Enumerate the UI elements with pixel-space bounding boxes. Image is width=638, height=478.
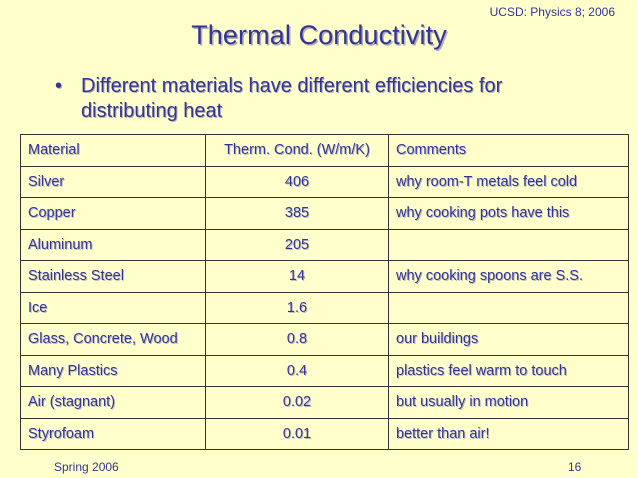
table-header-row: Material Therm. Cond. (W/m/K) Comments <box>20 134 629 167</box>
bullet-point: • Different materials have different eff… <box>55 74 575 124</box>
cell-comment <box>388 228 629 261</box>
cell-comment: why room-T metals feel cold <box>388 165 629 198</box>
cell-conductivity: 0.8 <box>205 323 389 356</box>
page-number: 16 <box>568 460 582 474</box>
table-row: Silver 406 why room-T metals feel cold <box>20 165 629 198</box>
cell-material: Many Plastics <box>20 354 206 387</box>
cell-comment: why cooking pots have this <box>388 197 629 230</box>
cell-material: Glass, Concrete, Wood <box>20 323 206 356</box>
cell-comment: our buildings <box>388 323 629 356</box>
cell-conductivity: 0.02 <box>205 386 389 419</box>
cell-material: Stainless Steel <box>20 260 206 293</box>
cell-material: Air (stagnant) <box>20 386 206 419</box>
header-comments: Comments <box>388 134 629 167</box>
cell-comment <box>388 291 629 324</box>
cell-conductivity: 1.6 <box>205 291 389 324</box>
cell-conductivity: 205 <box>205 228 389 261</box>
slide-title: Thermal Conductivity <box>191 20 447 50</box>
cell-comment: why cooking spoons are S.S. <box>388 260 629 293</box>
cell-conductivity: 14 <box>205 260 389 293</box>
course-header-note: UCSD: Physics 8; 2006 <box>489 5 615 19</box>
table-row: Air (stagnant) 0.02 but usually in motio… <box>20 386 629 419</box>
cell-comment: better than air! <box>388 417 629 450</box>
cell-conductivity: 406 <box>205 165 389 198</box>
bullet-marker: • <box>55 75 63 97</box>
table-row: Ice 1.6 <box>20 291 629 324</box>
table-row: Aluminum 205 <box>20 228 629 261</box>
table-row: Copper 385 why cooking pots have this <box>20 197 629 230</box>
cell-comment: plastics feel warm to touch <box>388 354 629 387</box>
cell-material: Silver <box>20 165 206 198</box>
header-conductivity: Therm. Cond. (W/m/K) <box>205 134 389 167</box>
cell-comment: but usually in motion <box>388 386 629 419</box>
cell-material: Aluminum <box>20 228 206 261</box>
cell-material: Styrofoam <box>20 417 206 450</box>
header-material: Material <box>20 134 206 167</box>
cell-conductivity: 385 <box>205 197 389 230</box>
bullet-text: Different materials have different effic… <box>81 75 503 122</box>
table-row: Stainless Steel 14 why cooking spoons ar… <box>20 260 629 293</box>
cell-material: Copper <box>20 197 206 230</box>
table-row: Styrofoam 0.01 better than air! <box>20 417 629 450</box>
cell-conductivity: 0.4 <box>205 354 389 387</box>
conductivity-table: Material Therm. Cond. (W/m/K) Comments S… <box>20 134 629 450</box>
cell-material: Ice <box>20 291 206 324</box>
cell-conductivity: 0.01 <box>205 417 389 450</box>
footer-term: Spring 2006 <box>54 460 119 474</box>
table-row: Many Plastics 0.4 plastics feel warm to … <box>20 354 629 387</box>
table-row: Glass, Concrete, Wood 0.8 our buildings <box>20 323 629 356</box>
